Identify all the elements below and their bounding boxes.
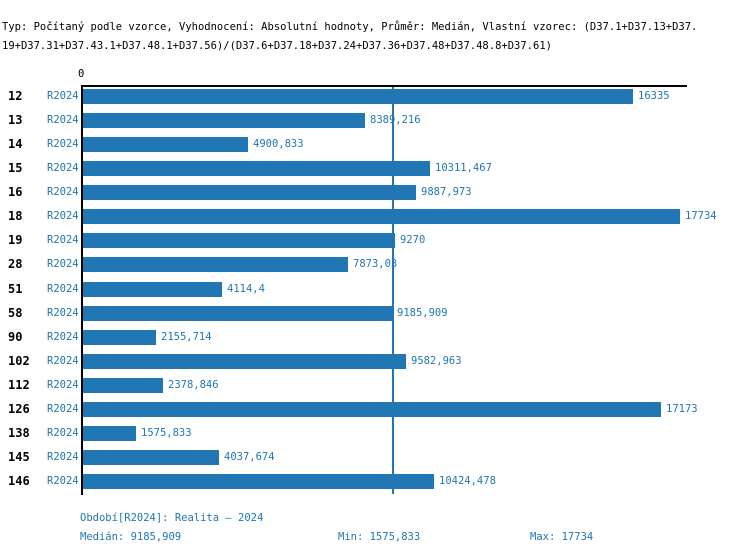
chart-row: 15 R2024 10311,467 bbox=[0, 161, 750, 176]
value-bar[interactable] bbox=[83, 378, 163, 393]
bar-value-label: 17734 bbox=[685, 210, 717, 222]
row-category-label: 18 bbox=[8, 209, 23, 223]
row-series-label: R2024 bbox=[47, 186, 79, 198]
row-category-label: 13 bbox=[8, 113, 23, 127]
bar-value-label: 2378,846 bbox=[168, 379, 219, 391]
formula-description-line-1: Typ: Počítaný podle vzorce, Vyhodnocení:… bbox=[2, 21, 698, 33]
chart-row: 112 R2024 2378,846 bbox=[0, 378, 750, 393]
bar-value-label: 1575,833 bbox=[141, 427, 192, 439]
row-series-label: R2024 bbox=[47, 138, 79, 150]
row-series-label: R2024 bbox=[47, 210, 79, 222]
median-reference-line bbox=[392, 87, 394, 494]
bar-value-label: 9582,963 bbox=[411, 355, 462, 367]
x-axis-line bbox=[81, 85, 687, 87]
row-category-label: 138 bbox=[8, 426, 30, 440]
value-bar[interactable] bbox=[83, 209, 680, 224]
row-series-label: R2024 bbox=[47, 162, 79, 174]
value-bar[interactable] bbox=[83, 330, 156, 345]
chart-row: 28 R2024 7873,03 bbox=[0, 257, 750, 272]
chart-row: 138 R2024 1575,833 bbox=[0, 426, 750, 441]
row-series-label: R2024 bbox=[47, 307, 79, 319]
chart-row: 18 R2024 17734 bbox=[0, 209, 750, 224]
chart-row: 102 R2024 9582,963 bbox=[0, 354, 750, 369]
row-category-label: 15 bbox=[8, 161, 23, 175]
row-series-label: R2024 bbox=[47, 403, 79, 415]
bar-value-label: 16335 bbox=[638, 90, 670, 102]
row-series-label: R2024 bbox=[47, 90, 79, 102]
row-category-label: 28 bbox=[8, 257, 23, 271]
min-stat-label: Min: 1575,833 bbox=[338, 531, 421, 543]
value-bar[interactable] bbox=[83, 474, 434, 489]
value-bar[interactable] bbox=[83, 426, 136, 441]
period-label: Období[R2024]: Realita – 2024 bbox=[80, 512, 264, 524]
value-bar[interactable] bbox=[83, 306, 392, 321]
row-category-label: 112 bbox=[8, 378, 30, 392]
x-axis-tick-zero: 0 bbox=[78, 68, 85, 80]
bar-value-label: 10424,478 bbox=[439, 475, 496, 487]
row-series-label: R2024 bbox=[47, 331, 79, 343]
chart-row: 90 R2024 2155,714 bbox=[0, 330, 750, 345]
formula-description-line-2: 19+D37.31+D37.43.1+D37.48.1+D37.56)/(D37… bbox=[2, 40, 552, 52]
row-series-label: R2024 bbox=[47, 451, 79, 463]
value-bar[interactable] bbox=[83, 161, 430, 176]
row-category-label: 51 bbox=[8, 282, 23, 296]
value-bar[interactable] bbox=[83, 233, 395, 248]
chart-row: 14 R2024 4900,833 bbox=[0, 137, 750, 152]
bar-value-label: 2155,714 bbox=[161, 331, 212, 343]
row-category-label: 146 bbox=[8, 474, 30, 488]
bar-value-label: 4900,833 bbox=[253, 138, 304, 150]
bar-value-label: 8389,216 bbox=[370, 114, 421, 126]
row-category-label: 58 bbox=[8, 306, 23, 320]
row-series-label: R2024 bbox=[47, 355, 79, 367]
bar-value-label: 9185,909 bbox=[397, 307, 448, 319]
bar-value-label: 17173 bbox=[666, 403, 698, 415]
row-series-label: R2024 bbox=[47, 283, 79, 295]
chart-row: 126 R2024 17173 bbox=[0, 402, 750, 417]
max-stat-label: Max: 17734 bbox=[530, 531, 594, 543]
row-category-label: 102 bbox=[8, 354, 30, 368]
row-category-label: 12 bbox=[8, 89, 23, 103]
row-series-label: R2024 bbox=[47, 234, 79, 246]
value-bar[interactable] bbox=[83, 89, 633, 104]
row-category-label: 16 bbox=[8, 185, 23, 199]
chart-row: 16 R2024 9887,973 bbox=[0, 185, 750, 200]
value-bar[interactable] bbox=[83, 354, 406, 369]
row-category-label: 126 bbox=[8, 402, 30, 416]
row-series-label: R2024 bbox=[47, 258, 79, 270]
row-category-label: 19 bbox=[8, 233, 23, 247]
row-category-label: 145 bbox=[8, 450, 30, 464]
y-axis-line bbox=[81, 85, 83, 495]
value-bar[interactable] bbox=[83, 185, 416, 200]
bar-value-label: 4114,4 bbox=[227, 283, 265, 295]
value-bar[interactable] bbox=[83, 257, 348, 272]
value-bar[interactable] bbox=[83, 113, 365, 128]
bar-value-label: 9270 bbox=[400, 234, 426, 246]
value-bar[interactable] bbox=[83, 450, 219, 465]
chart-row: 58 R2024 9185,909 bbox=[0, 306, 750, 321]
chart-row: 12 R2024 16335 bbox=[0, 89, 750, 104]
row-category-label: 90 bbox=[8, 330, 23, 344]
value-bar[interactable] bbox=[83, 282, 222, 297]
chart-row: 19 R2024 9270 bbox=[0, 233, 750, 248]
bar-value-label: 4037,674 bbox=[224, 451, 275, 463]
value-bar[interactable] bbox=[83, 137, 248, 152]
bar-value-label: 10311,467 bbox=[435, 162, 492, 174]
bar-value-label: 9887,973 bbox=[421, 186, 472, 198]
median-stat-label: Medián: 9185,909 bbox=[80, 531, 182, 543]
chart-row: 13 R2024 8389,216 bbox=[0, 113, 750, 128]
value-bar[interactable] bbox=[83, 402, 661, 417]
chart-row: 51 R2024 4114,4 bbox=[0, 282, 750, 297]
row-category-label: 14 bbox=[8, 137, 23, 151]
row-series-label: R2024 bbox=[47, 114, 79, 126]
chart-row: 146 R2024 10424,478 bbox=[0, 474, 750, 489]
chart-row: 145 R2024 4037,674 bbox=[0, 450, 750, 465]
bar-value-label: 7873,03 bbox=[353, 258, 398, 270]
row-series-label: R2024 bbox=[47, 379, 79, 391]
row-series-label: R2024 bbox=[47, 427, 79, 439]
row-series-label: R2024 bbox=[47, 475, 79, 487]
